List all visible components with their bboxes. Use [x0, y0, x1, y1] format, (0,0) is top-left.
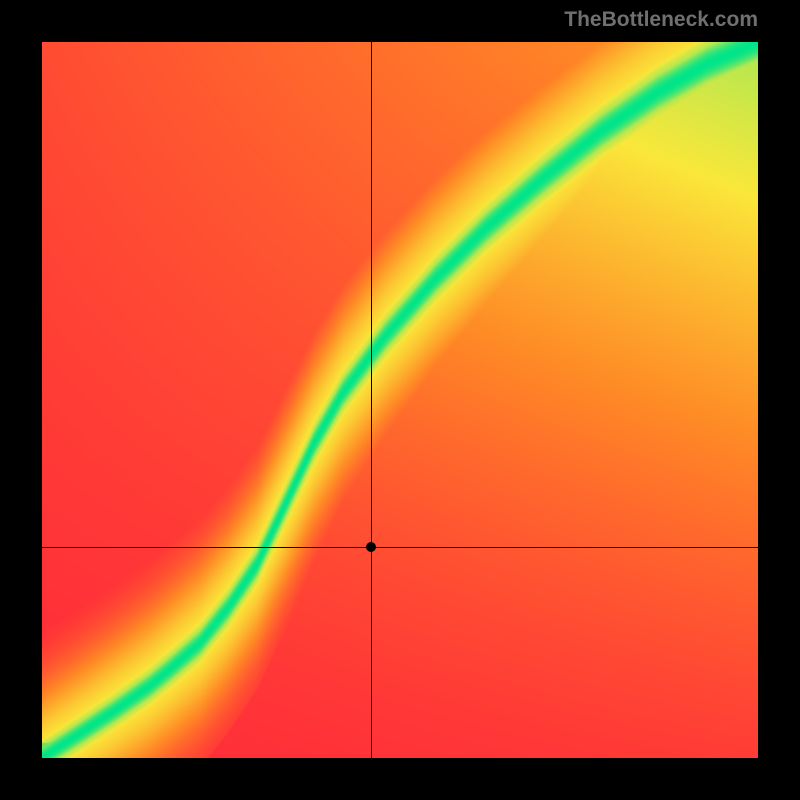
watermark-text: TheBottleneck.com [564, 8, 758, 32]
heatmap-canvas [42, 42, 758, 758]
heatmap-plot [42, 42, 758, 758]
crosshair-horizontal [42, 547, 758, 548]
crosshair-marker [366, 542, 376, 552]
crosshair-vertical [371, 42, 372, 758]
figure-container: TheBottleneck.com [0, 0, 800, 800]
